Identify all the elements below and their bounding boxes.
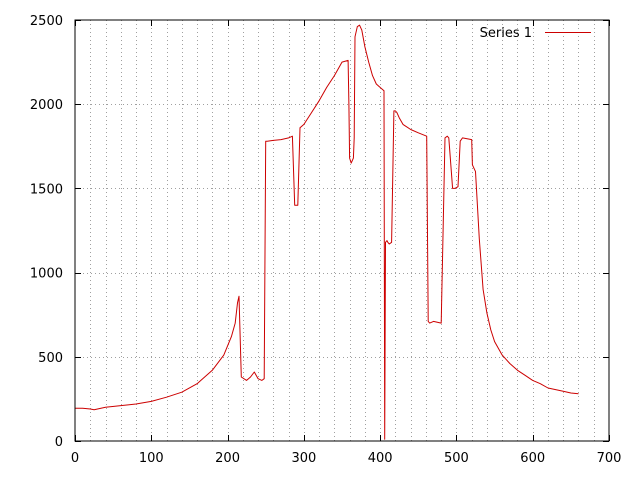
series-line-1 <box>75 24 579 440</box>
legend-label-series-1: Series 1 <box>480 26 532 41</box>
y-tick-label: 1000 <box>30 267 63 282</box>
y-tick-label: 1500 <box>30 182 63 197</box>
plot-frame <box>74 19 610 442</box>
grid-lines <box>75 20 609 441</box>
x-tick-label: 500 <box>444 451 469 466</box>
x-tick-label: 100 <box>139 451 164 466</box>
x-tick-label: 400 <box>368 451 393 466</box>
y-axis-tick-labels: 0 500 1000 1500 2000 2500 <box>30 14 63 450</box>
legend: Series 1 <box>480 26 591 41</box>
y-tick-label: 2000 <box>30 98 63 113</box>
x-tick-label: 700 <box>597 451 622 466</box>
y-tick-label: 2500 <box>30 14 63 29</box>
y-tick-label: 0 <box>55 435 63 450</box>
series-layer <box>75 24 579 440</box>
x-tick-label: 600 <box>520 451 545 466</box>
x-axis-tick-labels: 0 100 200 300 400 500 600 700 <box>71 451 622 466</box>
y-tick-label: 500 <box>38 351 63 366</box>
x-tick-label: 200 <box>215 451 240 466</box>
tick-marks <box>75 20 610 442</box>
x-tick-label: 0 <box>71 451 79 466</box>
x-tick-label: 300 <box>291 451 316 466</box>
